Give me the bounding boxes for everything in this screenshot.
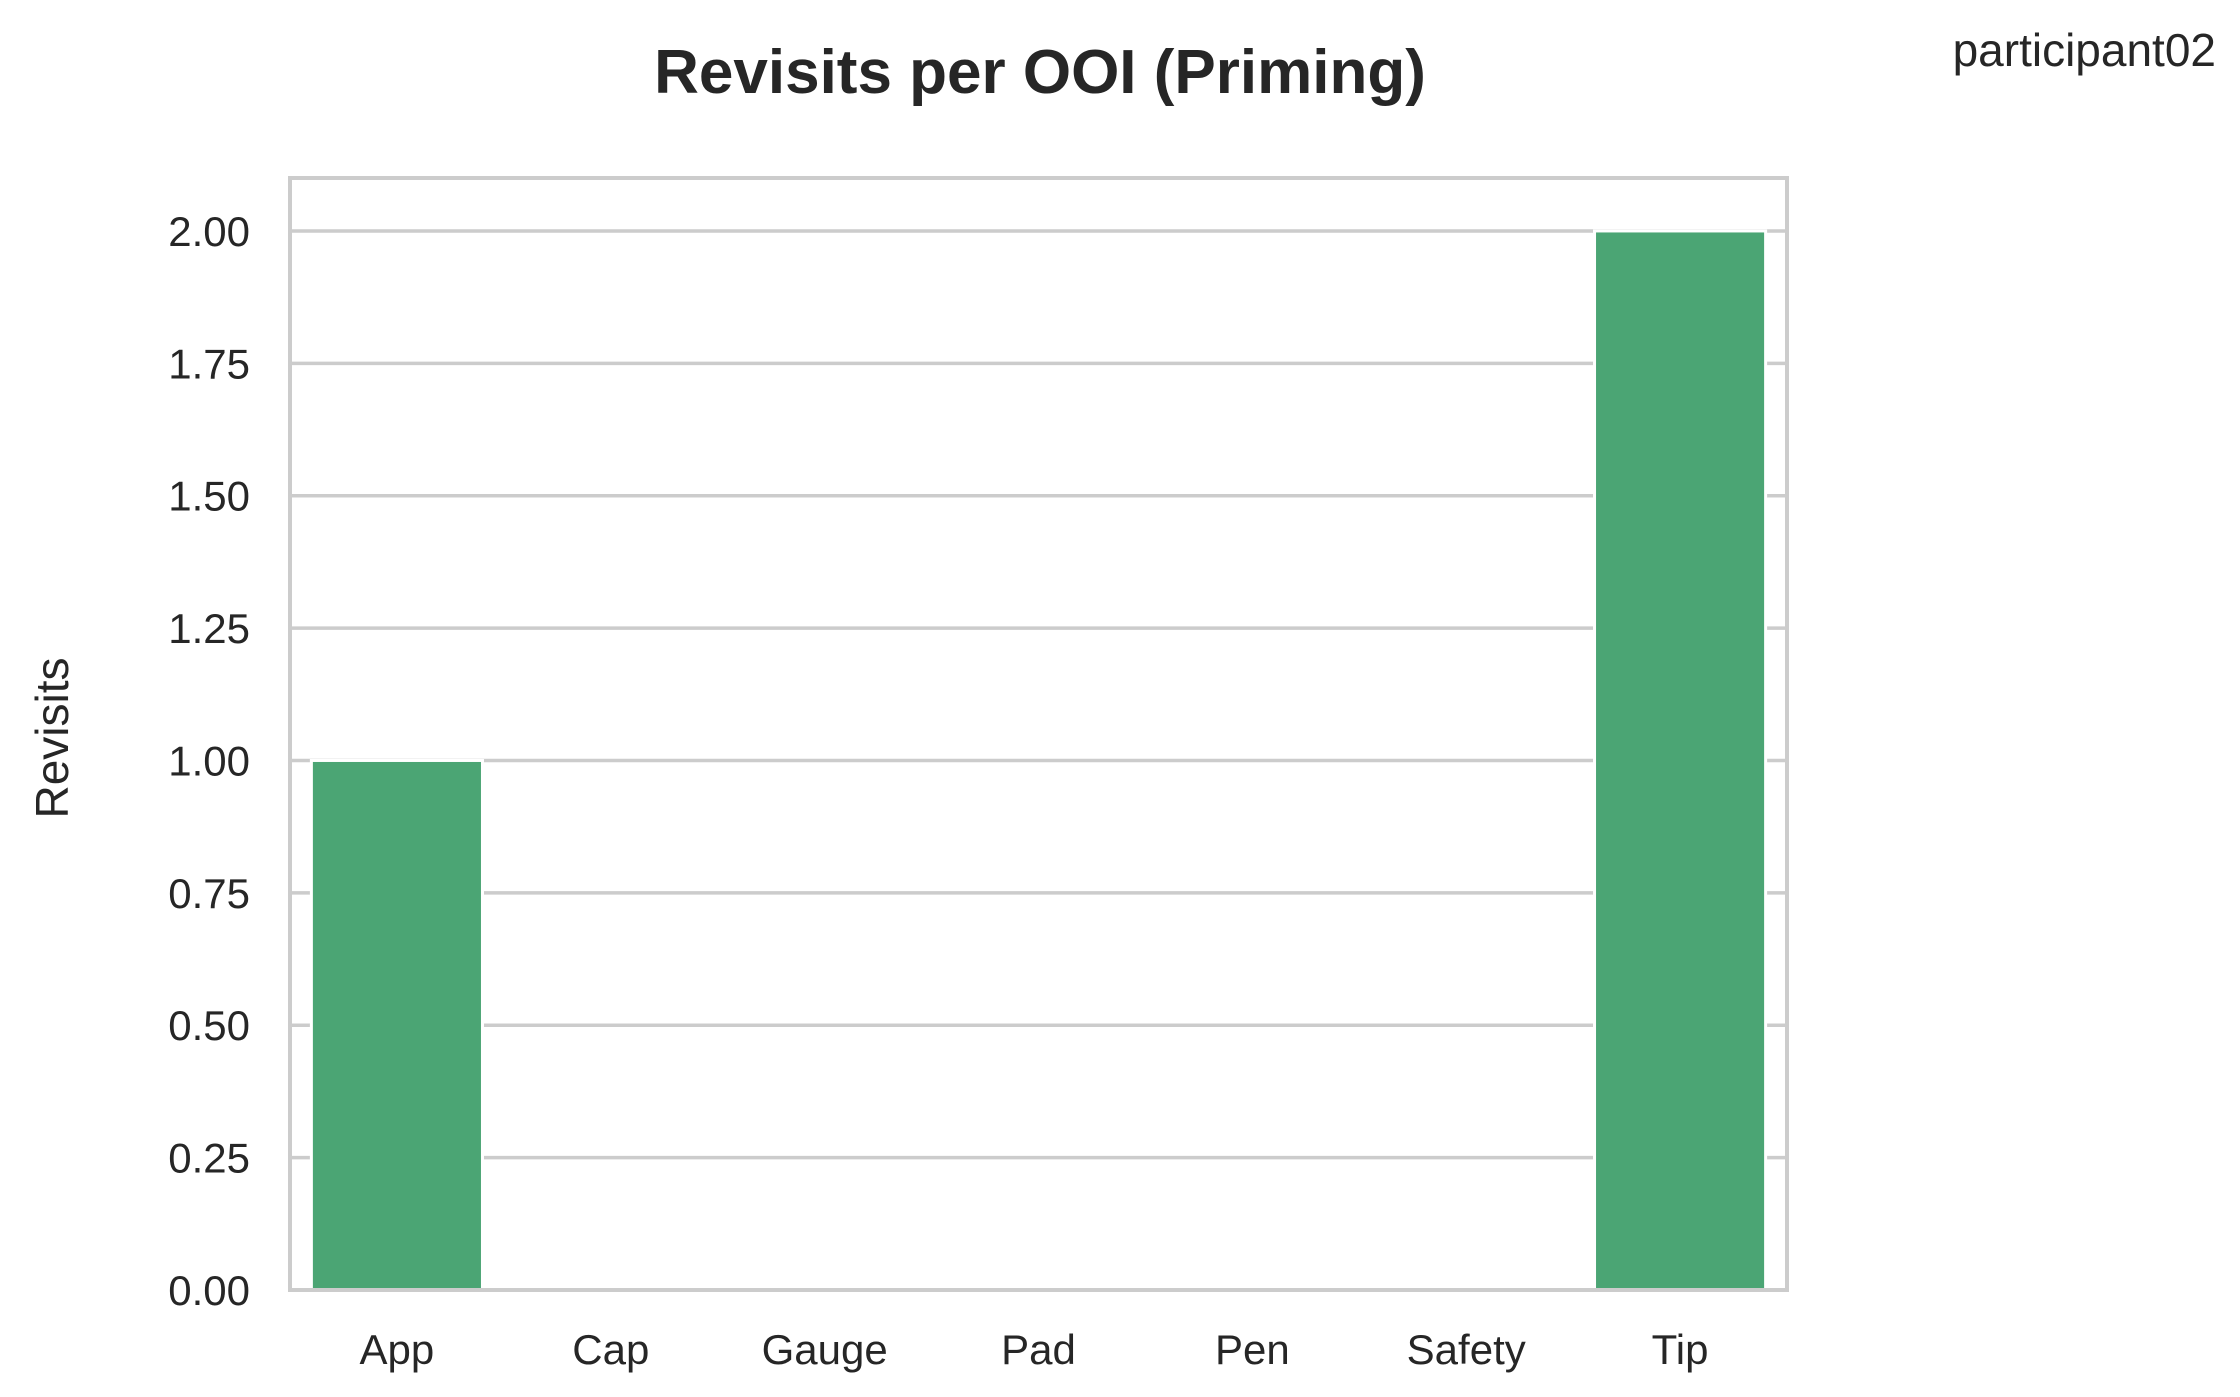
x-tick-label: Pen (1215, 1326, 1290, 1373)
gridlines (290, 229, 1787, 1292)
y-tick-label: 0.25 (168, 1135, 250, 1182)
x-tick-labels: App Cap Gauge Pad Pen Safety Tip (360, 1326, 1709, 1373)
x-tick-label: Gauge (762, 1326, 888, 1373)
bars (309, 229, 1768, 1292)
y-tick-label: 2.00 (168, 208, 250, 255)
y-tick-label: 1.75 (168, 340, 250, 387)
bar-app (309, 758, 484, 1292)
y-tick-label: 0.50 (168, 1002, 250, 1049)
y-tick-label: 0.75 (168, 870, 250, 917)
y-tick-label: 1.00 (168, 737, 250, 784)
y-tick-label: 0.00 (168, 1267, 250, 1314)
x-tick-label: Tip (1652, 1326, 1709, 1373)
x-tick-label: Cap (572, 1326, 649, 1373)
x-tick-label: Safety (1407, 1326, 1526, 1373)
y-tick-label: 1.50 (168, 473, 250, 520)
bar-tip (1593, 229, 1768, 1292)
participant-label: participant02 (1953, 24, 2216, 76)
x-tick-label: App (360, 1326, 435, 1373)
chart-title: Revisits per OOI (Priming) (654, 38, 1426, 107)
y-tick-labels: 0.00 0.25 0.50 0.75 1.00 1.25 1.50 1.75 2.00 (168, 208, 250, 1314)
y-tick-label: 1.25 (168, 605, 250, 652)
x-tick-label: Pad (1001, 1326, 1076, 1373)
plot-frame (288, 176, 1789, 1292)
y-axis-label: Revisits (26, 657, 78, 818)
